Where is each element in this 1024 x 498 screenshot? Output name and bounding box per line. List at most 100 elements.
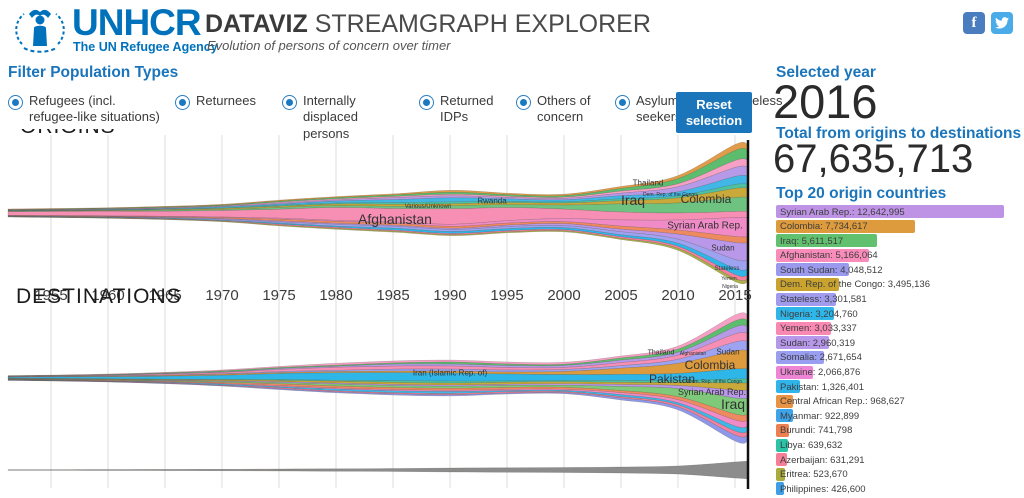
top20-item-bar xyxy=(776,307,834,321)
filter-option-label: Returnees xyxy=(196,93,256,108)
top20-item-bar xyxy=(776,438,788,452)
stream-country-label: Afghanistan xyxy=(679,351,707,357)
top20-item[interactable]: Dem. Rep. of the Congo: 3,495,136 xyxy=(776,277,1022,291)
streamgraph-svg[interactable] xyxy=(0,128,770,498)
top20-item[interactable]: Eritrea: 523,670 xyxy=(776,467,1022,481)
top20-item[interactable]: Pakistan: 1,326,401 xyxy=(776,380,1022,394)
unhcr-logo-icon xyxy=(15,9,65,53)
year-tick-label: 2010 xyxy=(661,287,695,304)
top20-item-bar xyxy=(776,423,789,437)
top20-item-label: Afghanistan: 5,166,064 xyxy=(780,250,878,262)
top20-item[interactable]: Somalia: 2,671,654 xyxy=(776,350,1022,364)
radio-selected-icon[interactable] xyxy=(615,95,630,110)
stream-country-label: Sudan xyxy=(711,243,735,253)
top20-item-bar xyxy=(776,336,829,350)
total-value: 67,635,713 xyxy=(773,137,974,181)
filter-option-label: Returned IDPs xyxy=(440,93,494,125)
top20-item-label: Sudan: 2,960,319 xyxy=(780,337,856,349)
filter-option-label: Refugees (incl. refugee-like situations) xyxy=(29,93,160,125)
filter-option-internally-displaced-persons[interactable]: Internally displaced persons xyxy=(282,93,405,142)
stream-country-label: Iraq xyxy=(620,192,646,208)
stream-country-label: Yemen xyxy=(721,276,737,282)
unhcr-wordmark: UNHCR xyxy=(72,2,202,43)
radio-selected-icon[interactable] xyxy=(282,95,297,110)
radio-selected-icon[interactable] xyxy=(516,95,531,110)
top20-item-label: Azerbaijan: 631,291 xyxy=(780,454,865,466)
top20-item-bar xyxy=(776,248,869,262)
filter-section-title: Filter Population Types xyxy=(8,64,179,81)
top20-item-label: Ukraine: 2,066,876 xyxy=(780,367,861,379)
population-type-filters: Refugees (incl. refugee-like situations)… xyxy=(8,93,803,142)
top20-item-label: Eritrea: 523,670 xyxy=(780,469,848,481)
year-tick-label: 1965 xyxy=(148,287,182,304)
top20-item[interactable]: Burundi: 741,798 xyxy=(776,423,1022,437)
top20-item[interactable]: Iraq: 5,611,517 xyxy=(776,234,1022,248)
top20-item[interactable]: South Sudan: 4,048,512 xyxy=(776,263,1022,277)
destinations-chart-title: DESTINATIONS xyxy=(16,285,182,308)
year-tick-label: 2000 xyxy=(547,287,581,304)
top20-item[interactable]: Ukraine: 2,066,876 xyxy=(776,365,1022,379)
top20-item-label: Nigeria: 3,204,760 xyxy=(780,308,858,320)
year-tick-label: 1960 xyxy=(91,287,125,304)
top20-item[interactable]: Yemen: 3,033,337 xyxy=(776,321,1022,335)
twitter-icon[interactable] xyxy=(991,12,1013,34)
year-tick-label: 1980 xyxy=(319,287,353,304)
radio-selected-icon[interactable] xyxy=(175,95,190,110)
top20-item-bar xyxy=(776,365,813,379)
filter-option-asylum-seekers[interactable]: Asylum-seekers xyxy=(615,93,694,126)
top20-item[interactable]: Azerbaijan: 631,291 xyxy=(776,453,1022,467)
top20-item-bar xyxy=(776,205,1004,218)
top20-item[interactable]: Afghanistan: 5,166,064 xyxy=(776,248,1022,262)
top20-item-label: Burundi: 741,798 xyxy=(780,425,853,437)
top20-item[interactable]: Libya: 639,632 xyxy=(776,438,1022,452)
filter-option-refugees-incl-refugee-like-situations[interactable]: Refugees (incl. refugee-like situations) xyxy=(8,93,161,126)
stream-country-label: Iraq xyxy=(720,396,746,412)
year-tick-label: 1970 xyxy=(205,287,239,304)
filter-option-returned-idps[interactable]: Returned IDPs xyxy=(419,93,502,126)
stream-country-label: Iran (Islamic Rep. of) xyxy=(412,368,488,378)
top20-item[interactable]: Sudan: 2,960,319 xyxy=(776,336,1022,350)
top20-item-label: Pakistan: 1,326,401 xyxy=(780,381,864,393)
top20-item-bar xyxy=(776,482,784,496)
stream-country-label: Syrian Arab Rep. xyxy=(667,220,743,232)
top20-item[interactable]: Central African Rep.: 968,627 xyxy=(776,394,1022,408)
top20-item-label: Libya: 639,632 xyxy=(780,440,843,451)
unhcr-tagline: The UN Refugee Agency xyxy=(73,40,218,54)
stream-band[interactable] xyxy=(7,460,749,480)
top20-item-bar xyxy=(776,321,831,335)
stream-country-label: Thailand xyxy=(647,349,675,357)
filter-option-label: Others of concern xyxy=(537,93,591,125)
top20-item-label: Philippines: 426,600 xyxy=(780,483,866,495)
top20-label: Top 20 origin countries xyxy=(776,185,947,202)
stream-country-label: Stateless xyxy=(714,266,740,272)
top20-item-bar xyxy=(776,292,836,306)
top20-item-bar xyxy=(776,234,877,248)
stream-country-label: Colombia xyxy=(684,358,736,372)
top20-item[interactable]: Syrian Arab Rep.: 12,642,995 xyxy=(776,205,1022,218)
stream-country-label: Various/Unknown xyxy=(404,204,452,210)
year-tick-label: 2005 xyxy=(604,287,638,304)
top20-item-label: Myanmar: 922,899 xyxy=(780,410,860,422)
filter-option-returnees[interactable]: Returnees xyxy=(175,93,268,110)
top20-item-bar xyxy=(776,394,793,408)
top20-item[interactable]: Nigeria: 3,204,760 xyxy=(776,307,1022,321)
stream-country-label: Afghanistan xyxy=(358,211,432,227)
top20-item[interactable]: Stateless: 3,301,581 xyxy=(776,292,1022,306)
top20-item[interactable]: Colombia: 7,734,617 xyxy=(776,219,1022,233)
year-tick-label: 1995 xyxy=(490,287,524,304)
stream-country-label: Colombia xyxy=(680,192,732,206)
stream-country-label: Thailand xyxy=(632,178,664,188)
radio-selected-icon[interactable] xyxy=(8,95,23,110)
top20-item-bar xyxy=(776,263,849,277)
streamgraph-charts[interactable]: ORIGINS DESTINATIONS 1955 1960 1965 1970 197… xyxy=(0,128,770,498)
filter-option-others-of-concern[interactable]: Others of concern xyxy=(516,93,601,126)
facebook-icon[interactable]: f xyxy=(963,12,985,34)
top20-item[interactable]: Philippines: 426,600 xyxy=(776,482,1022,496)
page-subtitle: Evolution of persons of concern over tim… xyxy=(207,38,451,53)
selected-year-label: Selected year xyxy=(776,64,876,81)
year-tick-label: 1955 xyxy=(34,287,68,304)
top20-item[interactable]: Myanmar: 922,899 xyxy=(776,409,1022,423)
stream-country-label: Sudan xyxy=(716,347,740,357)
reset-selection-button[interactable]: Reset selection xyxy=(676,92,752,133)
radio-selected-icon[interactable] xyxy=(419,95,434,110)
